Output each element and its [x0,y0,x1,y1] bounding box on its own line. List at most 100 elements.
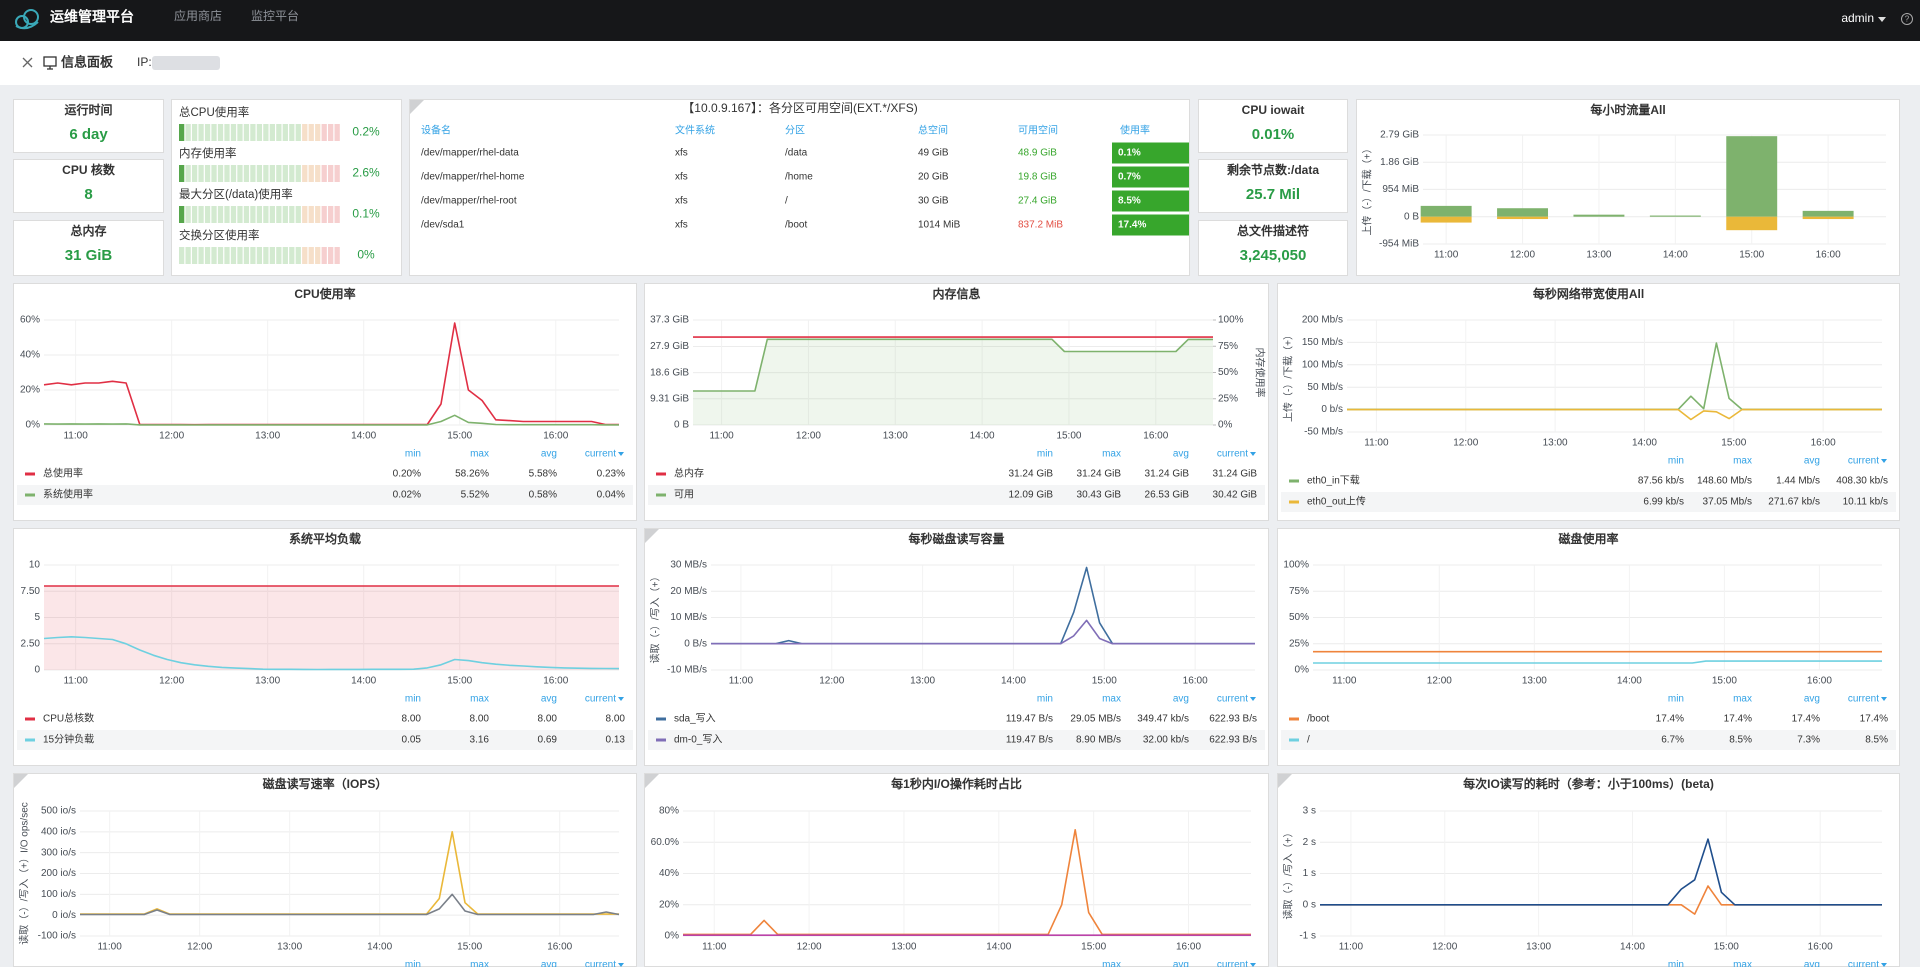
gauge-segment [237,247,243,264]
gauge-segment [250,124,256,141]
gauge-segment [295,206,301,223]
help-glyph[interactable]: ? [1905,15,1910,24]
legend-stat: 17.4% [1792,714,1820,725]
gauge-segment [230,165,237,182]
gauge-segment [295,247,301,264]
legend-header: min [405,449,421,460]
x-tick-label: 15:00 [1712,676,1737,687]
gauge-segment [237,165,243,182]
gauge-segment [243,165,250,182]
user[interactable]: admin [1841,11,1874,25]
y-tick-label: 0 io/s [52,910,76,921]
legend-caret [1881,459,1887,463]
line [711,619,1255,645]
chart-title: 内存信息 [932,286,980,301]
gauge-segment [263,247,269,264]
legend-name: /boot [1307,714,1329,725]
x-tick-label: 14:00 [1663,250,1688,261]
y-tick-label: 25% [1289,638,1309,649]
legend-stat: 0.69 [538,735,558,746]
gauge-segment [217,124,224,141]
panel-bg [644,773,1269,967]
y-tick-label: 50 Mb/s [1307,382,1343,393]
y-tick-label: 60% [20,315,40,326]
y-tick-label: 1 s [1303,868,1316,879]
legend-stat: 30.42 GiB [1213,490,1258,501]
y-tick-label: 40% [20,350,40,361]
gauge-segment [302,247,308,264]
nav-item[interactable]: 监控平台 [251,8,299,23]
table-cell: xfs [675,196,688,207]
legend-name: dm-0_写入 [674,734,722,746]
gauge-segment [328,124,334,141]
legend-row-bg [17,730,633,750]
x-tick-label: 15:00 [1739,250,1764,261]
legend-stat: 622.93 B/s [1209,735,1257,746]
y-tick-label: 9.31 GiB [650,393,689,404]
gauge-segment [217,165,224,182]
x-tick-label: 16:00 [1816,250,1841,261]
user-caret[interactable] [1878,17,1886,22]
gauge-segment [328,247,334,264]
x-tick-label: 13:00 [1543,438,1568,449]
legend-header: avg [1804,694,1820,705]
close-icon[interactable] [22,57,33,68]
stat-title: 剩余节点数:/data [1227,162,1319,177]
x-tick-label: 15:00 [1714,942,1739,953]
bar [1726,136,1778,217]
chart-title: 磁盘读写速率（IOPS） [262,776,388,791]
legend-caret [618,697,624,701]
y-tick-label: 5 [34,612,40,623]
legend-stat: 0.05 [402,735,422,746]
y-tick-label: 0 B [1404,211,1419,222]
table-cell: /dev/sda1 [421,220,465,231]
line [1313,660,1882,664]
gauge-segment [250,165,256,182]
gauge-segment [289,165,295,182]
stat-value: 3,245,050 [1240,247,1307,264]
panel-bg [644,283,1269,521]
top-nav [0,0,1920,41]
legend-stat: 37.05 Mb/s [1703,497,1752,508]
nav-item[interactable]: 应用商店 [174,8,222,23]
legend-stat: 30.43 GiB [1077,490,1122,501]
legend-header: max [1733,960,1752,967]
x-tick-label: 13:00 [255,431,280,442]
legend-header: current [1848,960,1879,967]
stat-panel [1198,159,1348,213]
legend-header: min [1037,694,1053,705]
y-tick-label: 20 MB/s [670,586,707,597]
y-tick-label: 50% [1289,612,1309,623]
gauge-segment [328,165,334,182]
legend-row-bg [1281,492,1896,512]
gauge-segment [282,206,288,223]
legend-name: eth0_in下载 [1307,475,1360,487]
table-cell: 30 GiB [918,196,949,207]
gauge-segment [230,124,237,141]
table-cell: 0.1% [1118,148,1141,159]
legend-stat: 0.13 [606,735,626,746]
legend-stat: 0.04% [597,490,625,501]
gauge-segment [282,124,288,141]
stat-title: 总文件描述符 [1237,223,1309,238]
gauge-segment [282,165,288,182]
gauge-label: 总CPU使用率 [179,105,249,119]
gauge-segment [250,247,256,264]
x-tick-label: 12:00 [1432,942,1457,953]
gauge-segment [263,124,269,141]
table-cell: 27.4 GiB [1018,196,1057,207]
gauge-segment [308,247,314,264]
gauge-segment [198,124,204,141]
legend-stat: 10.11 kb/s [1843,497,1888,508]
area [44,586,619,670]
info-corner [645,774,659,788]
help-icon[interactable] [1901,13,1913,25]
gauge-value: 0.2% [352,125,380,139]
table-cell: 837.2 MiB [1018,220,1063,231]
x-tick-label: 13:00 [1526,942,1551,953]
y-tick-label: 7.50 [21,586,41,597]
y-tick-label: 2.79 GiB [1380,130,1419,141]
gauge-segment [250,206,256,223]
